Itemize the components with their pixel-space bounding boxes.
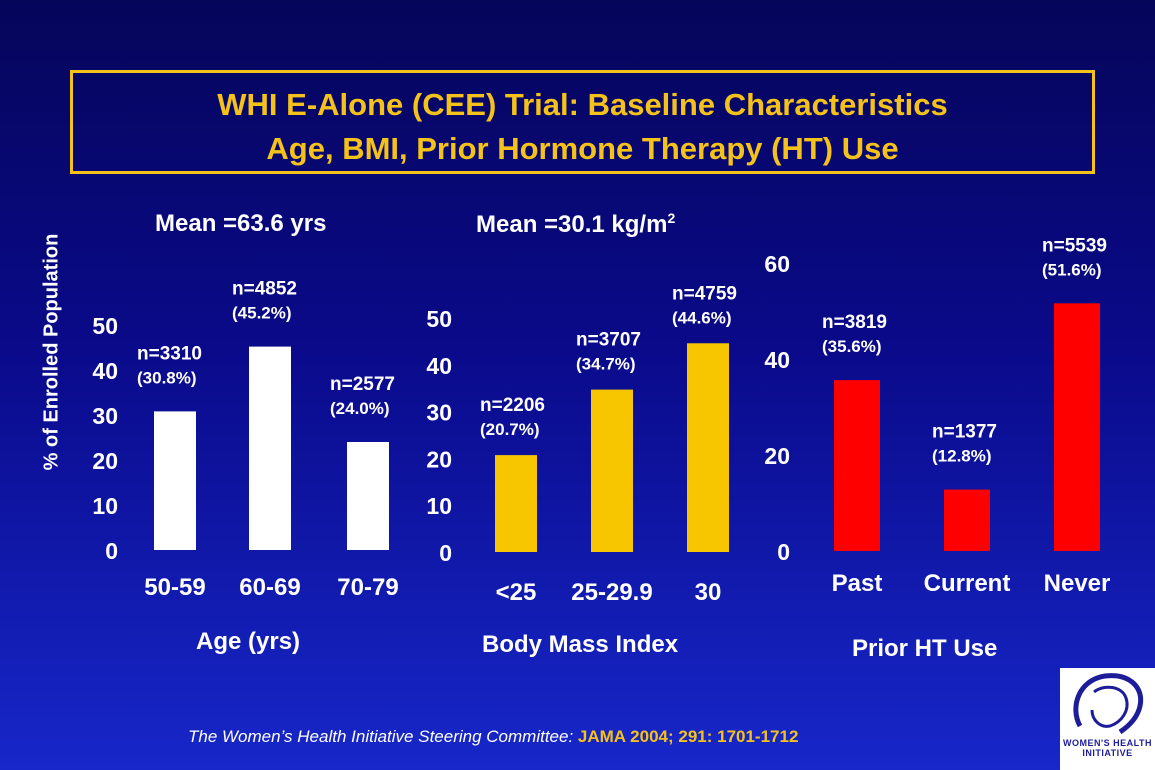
age-percent-label: (24.0%)	[330, 399, 390, 418]
ht-category-label: Current	[924, 570, 1011, 597]
age-bar	[347, 442, 389, 550]
ht-percent-label: (35.6%)	[822, 337, 882, 356]
ht-bar	[1054, 303, 1100, 551]
title-line-2: Age, BMI, Prior Hormone Therapy (HT) Use	[266, 131, 899, 166]
bmi-percent-label: (34.7%)	[576, 355, 636, 374]
title-line-1: WHI E-Alone (CEE) Trial: Baseline Charac…	[217, 87, 948, 122]
age-y-tick-label: 0	[105, 538, 118, 564]
ht-axis-title: Prior HT Use	[852, 635, 998, 662]
bmi-bar	[495, 455, 537, 552]
age-category-label: 70-79	[337, 574, 398, 601]
citation: The Women’s Health Initiative Steering C…	[188, 727, 798, 747]
bmi-n-label: n=4759	[672, 283, 737, 304]
ht-percent-label: (12.8%)	[932, 447, 992, 466]
bmi-y-tick-label: 20	[426, 446, 452, 472]
bmi-y-tick-label: 0	[439, 540, 452, 566]
citation-text: The Women’s Health Initiative Steering C…	[188, 727, 578, 746]
bmi-y-tick-label: 30	[426, 400, 452, 426]
age-bar	[249, 346, 291, 550]
age-y-tick-label: 50	[92, 313, 118, 339]
age-y-tick-label: 10	[92, 493, 118, 519]
logo-face-icon	[1073, 673, 1144, 735]
mean-age-label: Mean =63.6 yrs	[155, 210, 327, 237]
ht-n-label: n=3819	[822, 312, 887, 333]
age-y-tick-label: 20	[92, 448, 118, 474]
bmi-y-tick-label: 50	[426, 306, 452, 332]
bmi-category-label: 25-29.9	[571, 579, 652, 606]
title-box: WHI E-Alone (CEE) Trial: Baseline Charac…	[70, 70, 1095, 174]
ht-percent-label: (51.6%)	[1042, 260, 1102, 279]
bmi-y-tick-label: 10	[426, 493, 452, 519]
bmi-y-tick-label: 40	[426, 353, 452, 379]
age-n-label: n=3310	[137, 343, 202, 364]
age-bar	[154, 411, 196, 550]
bmi-category-label: <25	[496, 579, 537, 606]
ht-y-tick-label: 60	[764, 251, 790, 277]
age-y-tick-label: 40	[92, 358, 118, 384]
mean-bmi-label: Mean =30.1 kg/m2	[476, 210, 675, 239]
ht-category-label: Past	[832, 570, 883, 597]
bmi-n-label: n=2206	[480, 395, 545, 416]
bmi-axis-title: Body Mass Index	[482, 631, 679, 658]
ht-y-tick-label: 0	[777, 539, 790, 565]
age-percent-label: (45.2%)	[232, 304, 292, 323]
citation-journal: JAMA 2004; 291: 1701-1712	[577, 727, 799, 746]
age-category-label: 50-59	[144, 574, 205, 601]
bmi-n-label: n=3707	[576, 330, 641, 351]
ht-bar	[834, 380, 880, 551]
mean-bmi-superscript: 2	[667, 210, 676, 226]
whi-logo: WOMEN'S HEALTH INITIATIVE	[1060, 668, 1155, 770]
age-percent-label: (30.8%)	[137, 368, 197, 387]
ht-n-label: n=5539	[1042, 235, 1107, 256]
mean-bmi-text: Mean =30.1 kg/m	[476, 211, 668, 238]
bmi-bar	[591, 389, 633, 552]
age-category-label: 60-69	[239, 574, 300, 601]
bmi-percent-label: (20.7%)	[480, 420, 540, 439]
ht-n-label: n=1377	[932, 422, 997, 443]
age-axis-title: Age (yrs)	[196, 628, 301, 655]
ht-bar	[944, 489, 990, 551]
logo-text: WOMEN'S HEALTH INITIATIVE	[1063, 738, 1152, 758]
bmi-percent-label: (44.6%)	[672, 308, 732, 327]
age-n-label: n=2577	[330, 374, 395, 395]
age-y-tick-label: 30	[92, 403, 118, 429]
age-n-label: n=4852	[232, 279, 297, 300]
ht-y-tick-label: 40	[764, 347, 790, 373]
ht-y-tick-label: 20	[764, 443, 790, 469]
ht-category-label: Never	[1044, 570, 1111, 597]
bmi-bar	[687, 343, 729, 552]
bmi-category-label: 30	[695, 579, 722, 606]
